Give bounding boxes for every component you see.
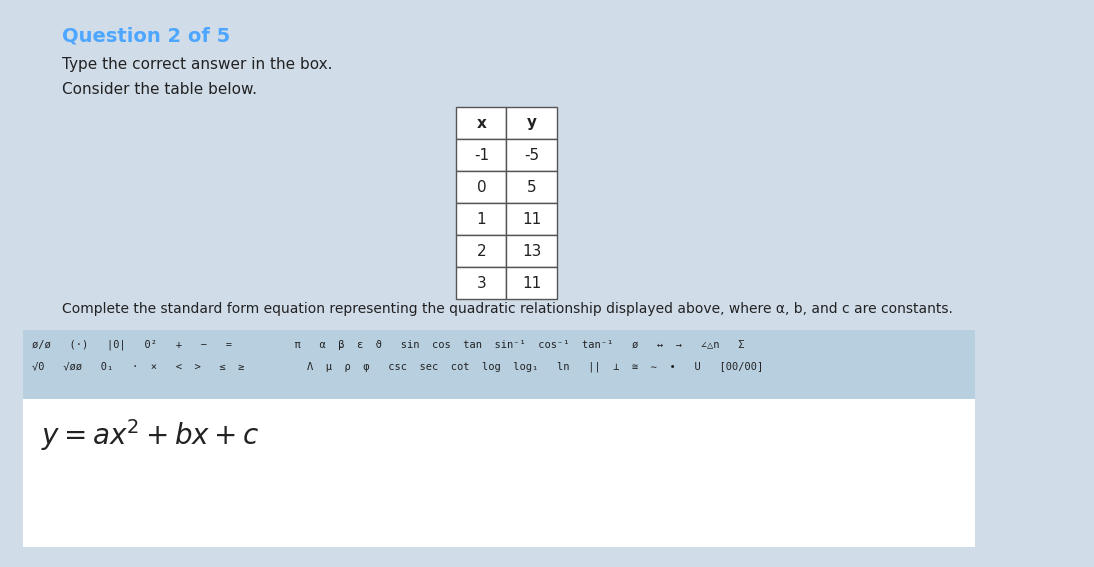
- Text: -1: -1: [474, 147, 489, 163]
- FancyBboxPatch shape: [23, 399, 976, 547]
- Text: √0   √øø   0₁   ·  ×   <  >   ≤  ≥          Λ  μ  ρ  φ   csc  sec  cot  log  log: √0 √øø 0₁ · × < > ≤ ≥ Λ μ ρ φ csc sec co…: [32, 362, 764, 373]
- Text: 13: 13: [522, 243, 542, 259]
- FancyBboxPatch shape: [456, 107, 507, 139]
- FancyBboxPatch shape: [456, 171, 507, 203]
- Text: Question 2 of 5: Question 2 of 5: [62, 27, 231, 46]
- Text: x: x: [476, 116, 486, 130]
- Text: 3: 3: [477, 276, 486, 290]
- FancyBboxPatch shape: [507, 203, 557, 235]
- FancyBboxPatch shape: [23, 330, 976, 402]
- Text: 1: 1: [477, 211, 486, 226]
- Text: 2: 2: [477, 243, 486, 259]
- FancyBboxPatch shape: [456, 203, 507, 235]
- Text: Type the correct answer in the box.: Type the correct answer in the box.: [62, 57, 333, 72]
- Text: 11: 11: [522, 276, 542, 290]
- Text: Complete the standard form equation representing the quadratic relationship disp: Complete the standard form equation repr…: [62, 302, 953, 316]
- Text: Consider the table below.: Consider the table below.: [62, 82, 257, 97]
- FancyBboxPatch shape: [507, 171, 557, 203]
- FancyBboxPatch shape: [507, 267, 557, 299]
- Text: 5: 5: [526, 180, 536, 194]
- FancyBboxPatch shape: [507, 139, 557, 171]
- Text: -5: -5: [524, 147, 539, 163]
- FancyBboxPatch shape: [507, 107, 557, 139]
- Text: y: y: [526, 116, 536, 130]
- FancyBboxPatch shape: [507, 235, 557, 267]
- FancyBboxPatch shape: [456, 139, 507, 171]
- FancyBboxPatch shape: [456, 267, 507, 299]
- Text: 0: 0: [477, 180, 486, 194]
- FancyBboxPatch shape: [456, 235, 507, 267]
- Text: $y = ax^2 + bx + c$: $y = ax^2 + bx + c$: [42, 417, 259, 453]
- Text: ø/ø   (·)   |0|   0²   +   −   =          π   α  β  ε  ϑ   sin  cos  tan  sin⁻¹ : ø/ø (·) |0| 0² + − = π α β ε ϑ sin cos t…: [32, 339, 744, 349]
- Text: 11: 11: [522, 211, 542, 226]
